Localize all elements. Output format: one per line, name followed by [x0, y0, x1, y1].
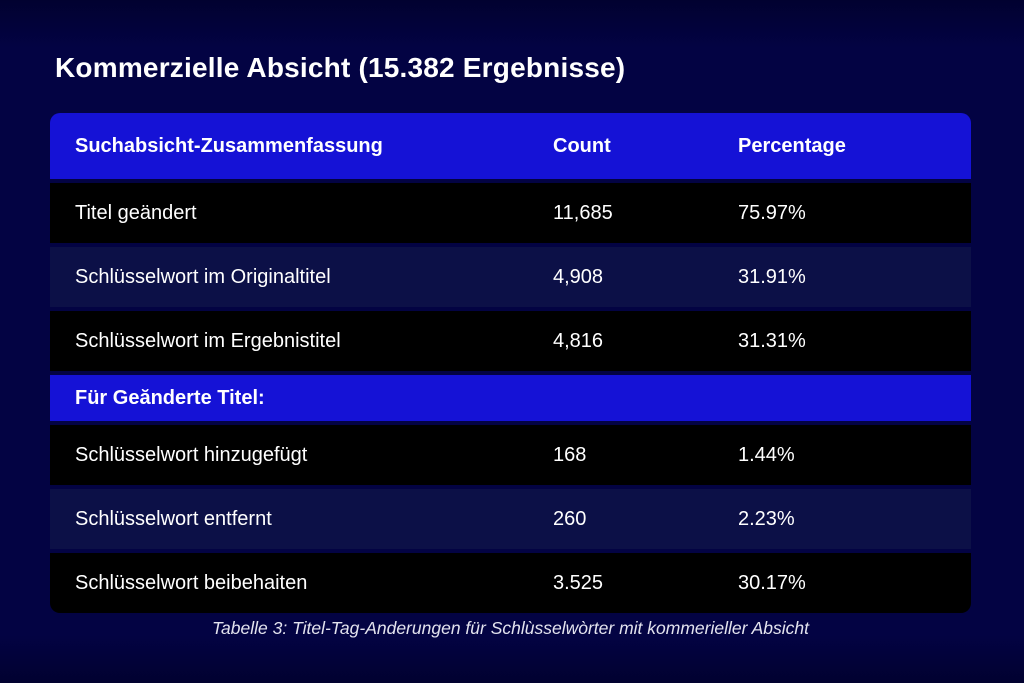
column-header-percentage: Percentage [738, 134, 846, 157]
row-label: Schlüsselwort entfernt [75, 507, 272, 530]
column-header-count: Count [553, 134, 611, 157]
row-label: Schlüsselwort hinzugefügt [75, 443, 308, 466]
table-row: Schlüsselwort im Originaltitel 4,908 31.… [50, 247, 971, 307]
table-row: Titel geändert 11,685 75.97% [50, 183, 971, 243]
row-count: 260 [553, 507, 587, 530]
row-count: 3.525 [553, 571, 604, 594]
table-row: Schlüsselwort beibehaiten 3.525 30.17% [50, 553, 971, 613]
row-percentage: 31.91% [738, 265, 806, 288]
row-percentage: 31.31% [738, 329, 806, 352]
table-caption: Tabelle 3: Titel-Tag-Anderungen für Schl… [211, 618, 810, 638]
column-header-label: Suchabsicht-Zusammenfassung [75, 134, 383, 157]
row-count: 11,685 [553, 201, 613, 224]
table-row: Schlüsselwort entfernt 260 2.23% [50, 489, 971, 549]
search-intent-table: Suchabsicht-Zusammenfassung Count Percen… [50, 113, 971, 613]
row-label: Schlüsselwort beibehaiten [75, 571, 308, 594]
row-count: 4,816 [553, 329, 604, 352]
row-label: Schlüsselwort im Originaltitel [75, 265, 331, 288]
row-count: 4,908 [553, 265, 604, 288]
section-header-row: Für Geănderte Titel: [50, 375, 971, 421]
row-percentage: 1.44% [738, 443, 795, 466]
row-percentage: 75.97% [738, 201, 806, 224]
row-label: Titel geändert [75, 201, 197, 224]
row-count: 168 [553, 443, 587, 466]
table-row: Schlüsselwort hinzugefügt 168 1.44% [50, 425, 971, 485]
row-percentage: 30.17% [738, 571, 806, 594]
row-label: Schlüsselwort im Ergebnistitel [75, 329, 341, 352]
row-percentage: 2.23% [738, 507, 795, 530]
page-title: Kommerzielle Absicht (15.382 Ergebnisse) [55, 52, 626, 83]
table-header-row: Suchabsicht-Zusammenfassung Count Percen… [50, 113, 971, 179]
table-row: Schlüsselwort im Ergebnistitel 4,816 31.… [50, 311, 971, 371]
section-header-label: Für Geănderte Titel: [75, 386, 265, 409]
